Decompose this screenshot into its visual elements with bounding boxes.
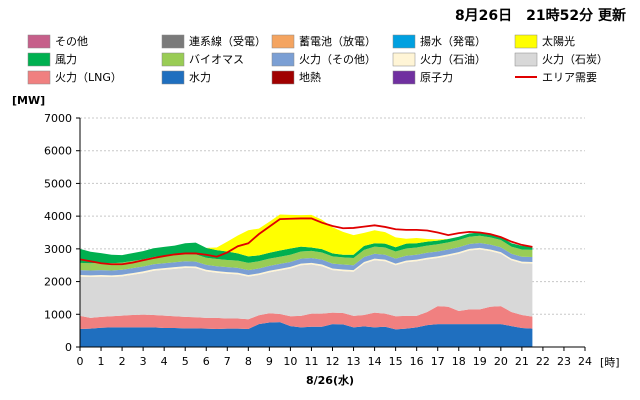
legend-label: 風力	[55, 53, 77, 66]
y-tick-label: 4000	[44, 210, 72, 223]
legend-label: 火力（LNG）	[55, 71, 122, 84]
legend-swatch	[161, 52, 185, 67]
legend-label: 火力（石油）	[420, 52, 486, 66]
legend-label: 水力	[189, 71, 211, 84]
legend-item-バイオマス: バイオマス	[161, 52, 244, 67]
y-tick-label: 3000	[44, 243, 72, 256]
legend-item-その他: その他	[27, 34, 88, 49]
x-tick-label: 23	[557, 355, 571, 368]
x-tick-label: 8	[245, 355, 252, 368]
legend-label: 火力（石炭）	[542, 53, 608, 66]
demand-line-group	[79, 217, 533, 266]
y-tick-label: 1000	[44, 308, 72, 321]
legend-label: 太陽光	[542, 34, 575, 48]
legend-item-風力: 風力	[27, 52, 77, 67]
legend-item-揚水-発電: 揚水（発電）	[392, 34, 486, 49]
x-tick-label: 6	[203, 355, 210, 368]
area-火力-LNG	[80, 306, 533, 330]
x-tick-label: 19	[473, 355, 487, 368]
legend-swatch	[161, 34, 185, 49]
y-tick-label: 6000	[44, 145, 72, 158]
x-tick-label: 1	[98, 355, 105, 368]
stacked-areas	[80, 214, 533, 347]
x-tick-label: 11	[304, 355, 318, 368]
legend-swatch	[271, 52, 295, 67]
area-太陽光	[80, 214, 533, 257]
x-tick-label: 20	[494, 355, 508, 368]
legend-swatch	[27, 70, 51, 85]
y-tick-label: 2000	[44, 276, 72, 289]
legend-item-火力-LNG: 火力（LNG）	[27, 70, 122, 85]
x-axis-label: 8/26(水)	[306, 373, 354, 387]
x-tick-label: 10	[283, 355, 297, 368]
legend-item-太陽光: 太陽光	[514, 34, 575, 49]
x-tick-label: 24	[578, 355, 592, 368]
legend-item-火力-その他: 火力（その他）	[271, 52, 376, 67]
area-火力-その他	[80, 242, 533, 276]
x-tick-label: 5	[182, 355, 189, 368]
legend-label: その他	[55, 35, 88, 48]
x-tick-label: 14	[368, 355, 382, 368]
x-tick-label: 7	[224, 355, 231, 368]
legend-label: 連系線（受電）	[189, 34, 266, 48]
x-tick-label: 22	[536, 355, 550, 368]
x-tick-label: 13	[347, 355, 361, 368]
x-tick-label: 16	[410, 355, 424, 368]
legend-item-地熱: 地熱	[271, 70, 321, 85]
x-tick-label: 18	[452, 355, 466, 368]
y-tick-label: 7000	[44, 112, 72, 125]
x-tick-label: 17	[431, 355, 445, 368]
legend-item-火力-石油: 火力（石油）	[392, 52, 486, 67]
x-tick-label: 4	[161, 355, 168, 368]
legend-label: 地熱	[299, 71, 321, 84]
legend-swatch	[271, 70, 295, 85]
x-tick-label: 3	[140, 355, 147, 368]
legend-label: 蓄電池（放電）	[299, 34, 376, 48]
legend-item-火力-石炭: 火力（石炭）	[514, 52, 608, 67]
x-unit-label: [時]	[600, 356, 620, 369]
y-tick-label: 0	[65, 341, 72, 354]
x-tick-label: 12	[326, 355, 340, 368]
legend-label: エリア需要	[542, 71, 597, 84]
legend-item-原子力: 原子力	[392, 70, 453, 85]
legend-item-連系線-受電: 連系線（受電）	[161, 34, 266, 49]
legend-item-蓄電池-放電: 蓄電池（放電）	[271, 34, 376, 49]
legend-swatch	[392, 34, 416, 49]
x-tick-label: 9	[266, 355, 273, 368]
legend-item-水力: 水力	[161, 70, 211, 85]
legend-swatch	[161, 70, 185, 85]
legend-swatch	[514, 34, 538, 49]
area-風力	[80, 232, 533, 264]
legend-swatch	[27, 52, 51, 67]
legend-label: 火力（その他）	[299, 53, 376, 66]
x-tick-label: 15	[389, 355, 403, 368]
legend-swatch	[27, 34, 51, 49]
x-tick-label: 2	[119, 355, 126, 368]
area-火力-石炭	[80, 249, 533, 320]
legend-label: バイオマス	[189, 53, 244, 66]
y-axis-label: [MW]	[12, 94, 45, 107]
update-timestamp: 8月26日 21時52分 更新	[455, 7, 626, 24]
legend-label: 原子力	[420, 71, 453, 84]
legend-swatch	[271, 34, 295, 49]
legend-item-エリア需要: エリア需要	[515, 71, 597, 84]
legend-label: 揚水（発電）	[420, 34, 486, 48]
area-バイオマス	[80, 235, 533, 271]
y-tick-label: 5000	[44, 177, 72, 190]
legend-swatch	[392, 70, 416, 85]
x-tick-label: 21	[515, 355, 529, 368]
demand-line	[79, 217, 533, 266]
x-tick-label: 0	[77, 355, 84, 368]
legend-swatch	[392, 52, 416, 67]
legend-swatch	[514, 52, 538, 67]
